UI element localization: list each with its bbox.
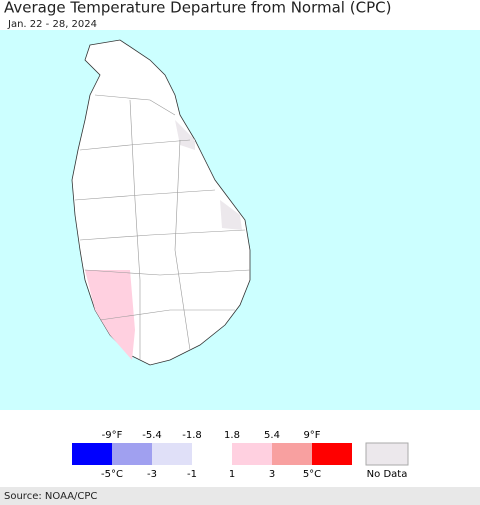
legend-c-label: -1	[187, 469, 197, 480]
legend-f-label: 1.8	[224, 430, 240, 441]
district-borders	[74, 94, 251, 360]
legend-swatch	[72, 443, 112, 465]
source: Source: NOAA/CPC	[4, 491, 97, 502]
legend-f-label: -5.4	[142, 430, 162, 441]
source-bar	[0, 487, 480, 505]
legend-c-label: -5°C	[101, 469, 123, 480]
legend-swatch	[312, 443, 352, 465]
map	[71, 39, 251, 366]
no-data-region	[220, 200, 242, 230]
legend-swatch	[112, 443, 152, 465]
legend-f-label: -9°F	[102, 430, 123, 441]
legend-f-label: 5.4	[264, 430, 280, 441]
legend-swatch	[152, 443, 192, 465]
legend-f-label: -1.8	[182, 430, 202, 441]
legend: -9°F -5.4 -1.8 1.8 5.4 9°F -5°C -3 -1 1 3 5°C No Dat…	[72, 430, 409, 480]
no-data-label: No Data	[367, 469, 408, 480]
legend-f-label: 9°F	[303, 430, 320, 441]
legend-c-label: 5°C	[303, 469, 321, 480]
legend-swatch	[272, 443, 312, 465]
legend-swatch	[232, 443, 272, 465]
warm-region	[85, 270, 135, 360]
title: Average Temperature Departure from Norma…	[4, 0, 391, 17]
legend-c-label: 1	[229, 469, 235, 480]
legend-swatch	[192, 443, 232, 465]
legend-c-label: 3	[269, 469, 275, 480]
legend-c-label: -3	[147, 469, 157, 480]
subtitle: Jan. 22 - 28, 2024	[7, 19, 97, 30]
no-data-swatch	[365, 442, 409, 466]
